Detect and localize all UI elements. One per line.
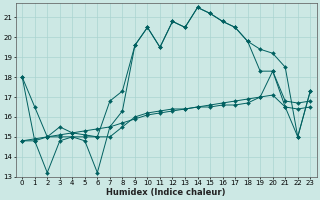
X-axis label: Humidex (Indice chaleur): Humidex (Indice chaleur) bbox=[107, 188, 226, 197]
